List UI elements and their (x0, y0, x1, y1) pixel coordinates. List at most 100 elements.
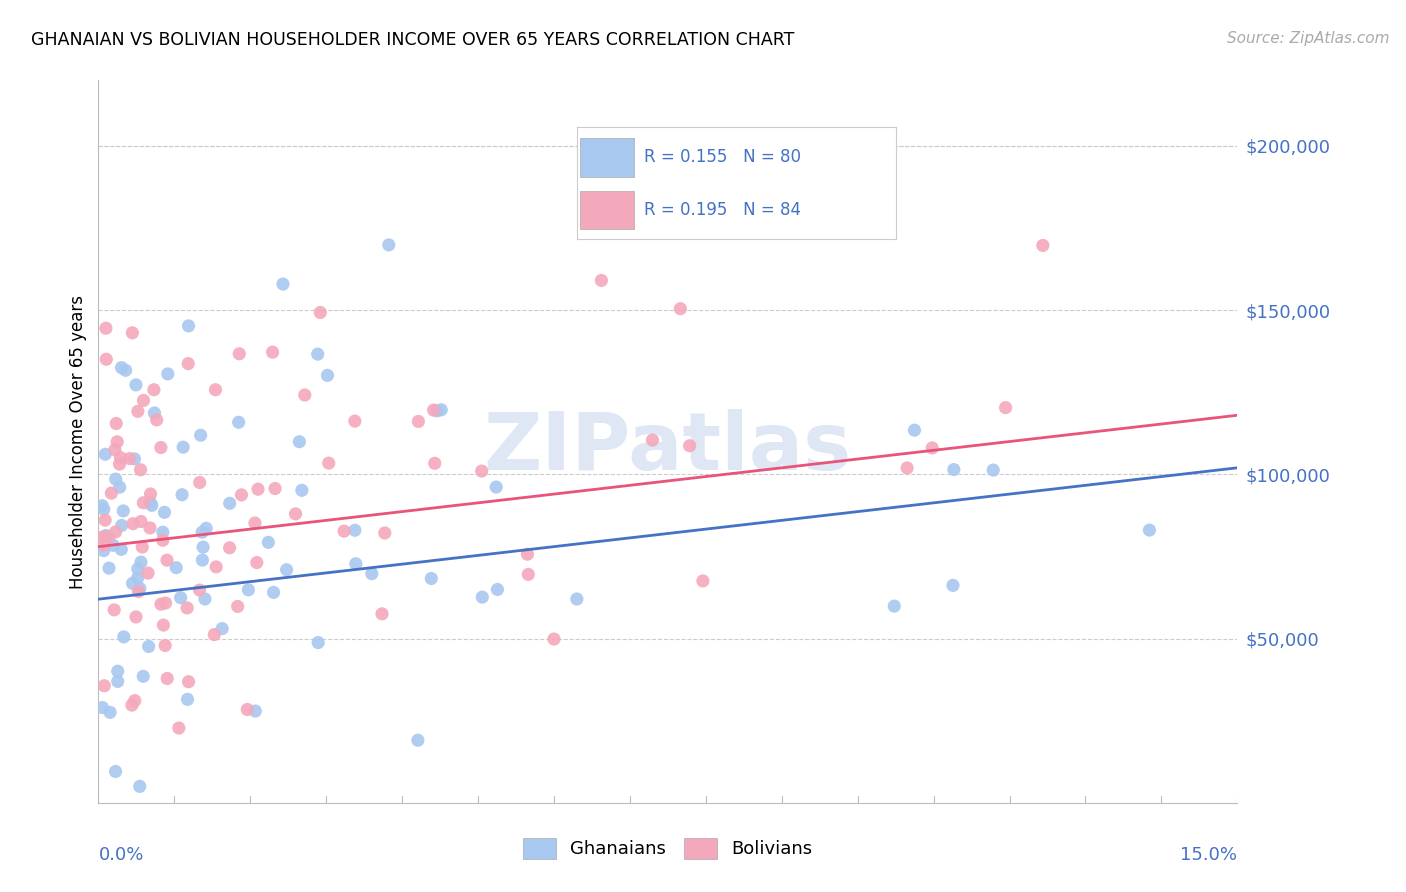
Point (170, 488, 193, 502)
Point (127, 562, 149, 576)
Point (141, 499, 163, 513)
Legend: Ghanaians, Bolivians: Ghanaians, Bolivians (516, 830, 820, 866)
Point (97, 530, 120, 544)
Point (307, 347, 329, 361)
Text: ZIPatlas: ZIPatlas (484, 409, 852, 487)
Point (517, 567, 540, 582)
Point (423, 456, 446, 470)
Point (669, 301, 692, 316)
Point (288, 434, 311, 449)
Point (167, 721, 190, 735)
Point (91, 499, 114, 513)
Point (309, 305, 332, 319)
Point (107, 674, 129, 689)
Point (291, 483, 314, 498)
Point (108, 457, 131, 471)
Point (105, 434, 128, 449)
Point (218, 496, 240, 510)
Point (471, 590, 494, 604)
Point (91, 530, 114, 544)
Point (111, 518, 134, 533)
Point (271, 277, 294, 291)
Point (152, 533, 174, 548)
Point (883, 599, 905, 614)
Point (152, 618, 174, 632)
Point (994, 401, 1017, 415)
Point (125, 377, 148, 392)
Point (430, 402, 453, 417)
Point (94, 513, 117, 527)
Point (262, 345, 284, 359)
Point (226, 599, 249, 614)
Point (247, 482, 270, 496)
Point (94, 321, 117, 335)
Point (692, 574, 714, 588)
Point (121, 698, 143, 712)
Point (228, 347, 250, 361)
Point (121, 576, 143, 591)
Point (236, 702, 259, 716)
Point (486, 582, 509, 597)
Point (942, 578, 965, 592)
Point (188, 583, 211, 598)
Point (191, 540, 214, 554)
Point (165, 560, 187, 574)
Point (942, 462, 965, 476)
Point (195, 521, 218, 535)
Point (107, 664, 129, 678)
Point (93, 538, 115, 552)
Point (112, 504, 135, 518)
Point (122, 516, 145, 531)
Point (100, 486, 122, 500)
Point (149, 597, 172, 611)
Point (204, 383, 226, 397)
Point (903, 423, 925, 437)
Point (1139, 523, 1161, 537)
Point (318, 456, 340, 470)
Point (127, 571, 149, 585)
Point (96, 352, 118, 367)
Point (121, 326, 143, 340)
Point (129, 515, 152, 529)
Point (129, 555, 152, 569)
Point (105, 417, 128, 431)
Point (104, 524, 127, 539)
Point (565, 592, 588, 607)
Text: Source: ZipAtlas.com: Source: ZipAtlas.com (1226, 31, 1389, 46)
Point (138, 640, 160, 654)
Point (94, 528, 117, 542)
Point (263, 585, 285, 599)
Point (125, 610, 148, 624)
Point (104, 472, 127, 486)
Point (142, 383, 165, 397)
Point (485, 480, 508, 494)
Point (94, 447, 117, 461)
Text: 0.0%: 0.0% (98, 847, 143, 864)
Point (152, 525, 174, 540)
Y-axis label: Householder Income Over 65 years: Householder Income Over 65 years (69, 294, 87, 589)
Point (127, 584, 149, 599)
Point (169, 591, 191, 605)
Point (98, 561, 121, 575)
Point (114, 363, 136, 377)
Point (218, 541, 240, 555)
Point (149, 441, 172, 455)
Point (131, 540, 153, 554)
Point (344, 557, 367, 571)
Point (136, 566, 159, 580)
Point (132, 496, 155, 510)
Point (93, 679, 115, 693)
Point (139, 487, 162, 501)
Point (238, 582, 260, 597)
Point (420, 572, 443, 586)
Point (343, 523, 366, 537)
Point (176, 601, 198, 615)
Point (896, 461, 918, 475)
Point (108, 480, 131, 494)
Point (153, 639, 176, 653)
Point (93, 543, 115, 558)
Point (132, 669, 155, 683)
Point (194, 592, 217, 607)
Point (211, 622, 233, 636)
Text: GHANAIAN VS BOLIVIAN HOUSEHOLDER INCOME OVER 65 YEARS CORRELATION CHART: GHANAIAN VS BOLIVIAN HOUSEHOLDER INCOME … (31, 31, 794, 49)
